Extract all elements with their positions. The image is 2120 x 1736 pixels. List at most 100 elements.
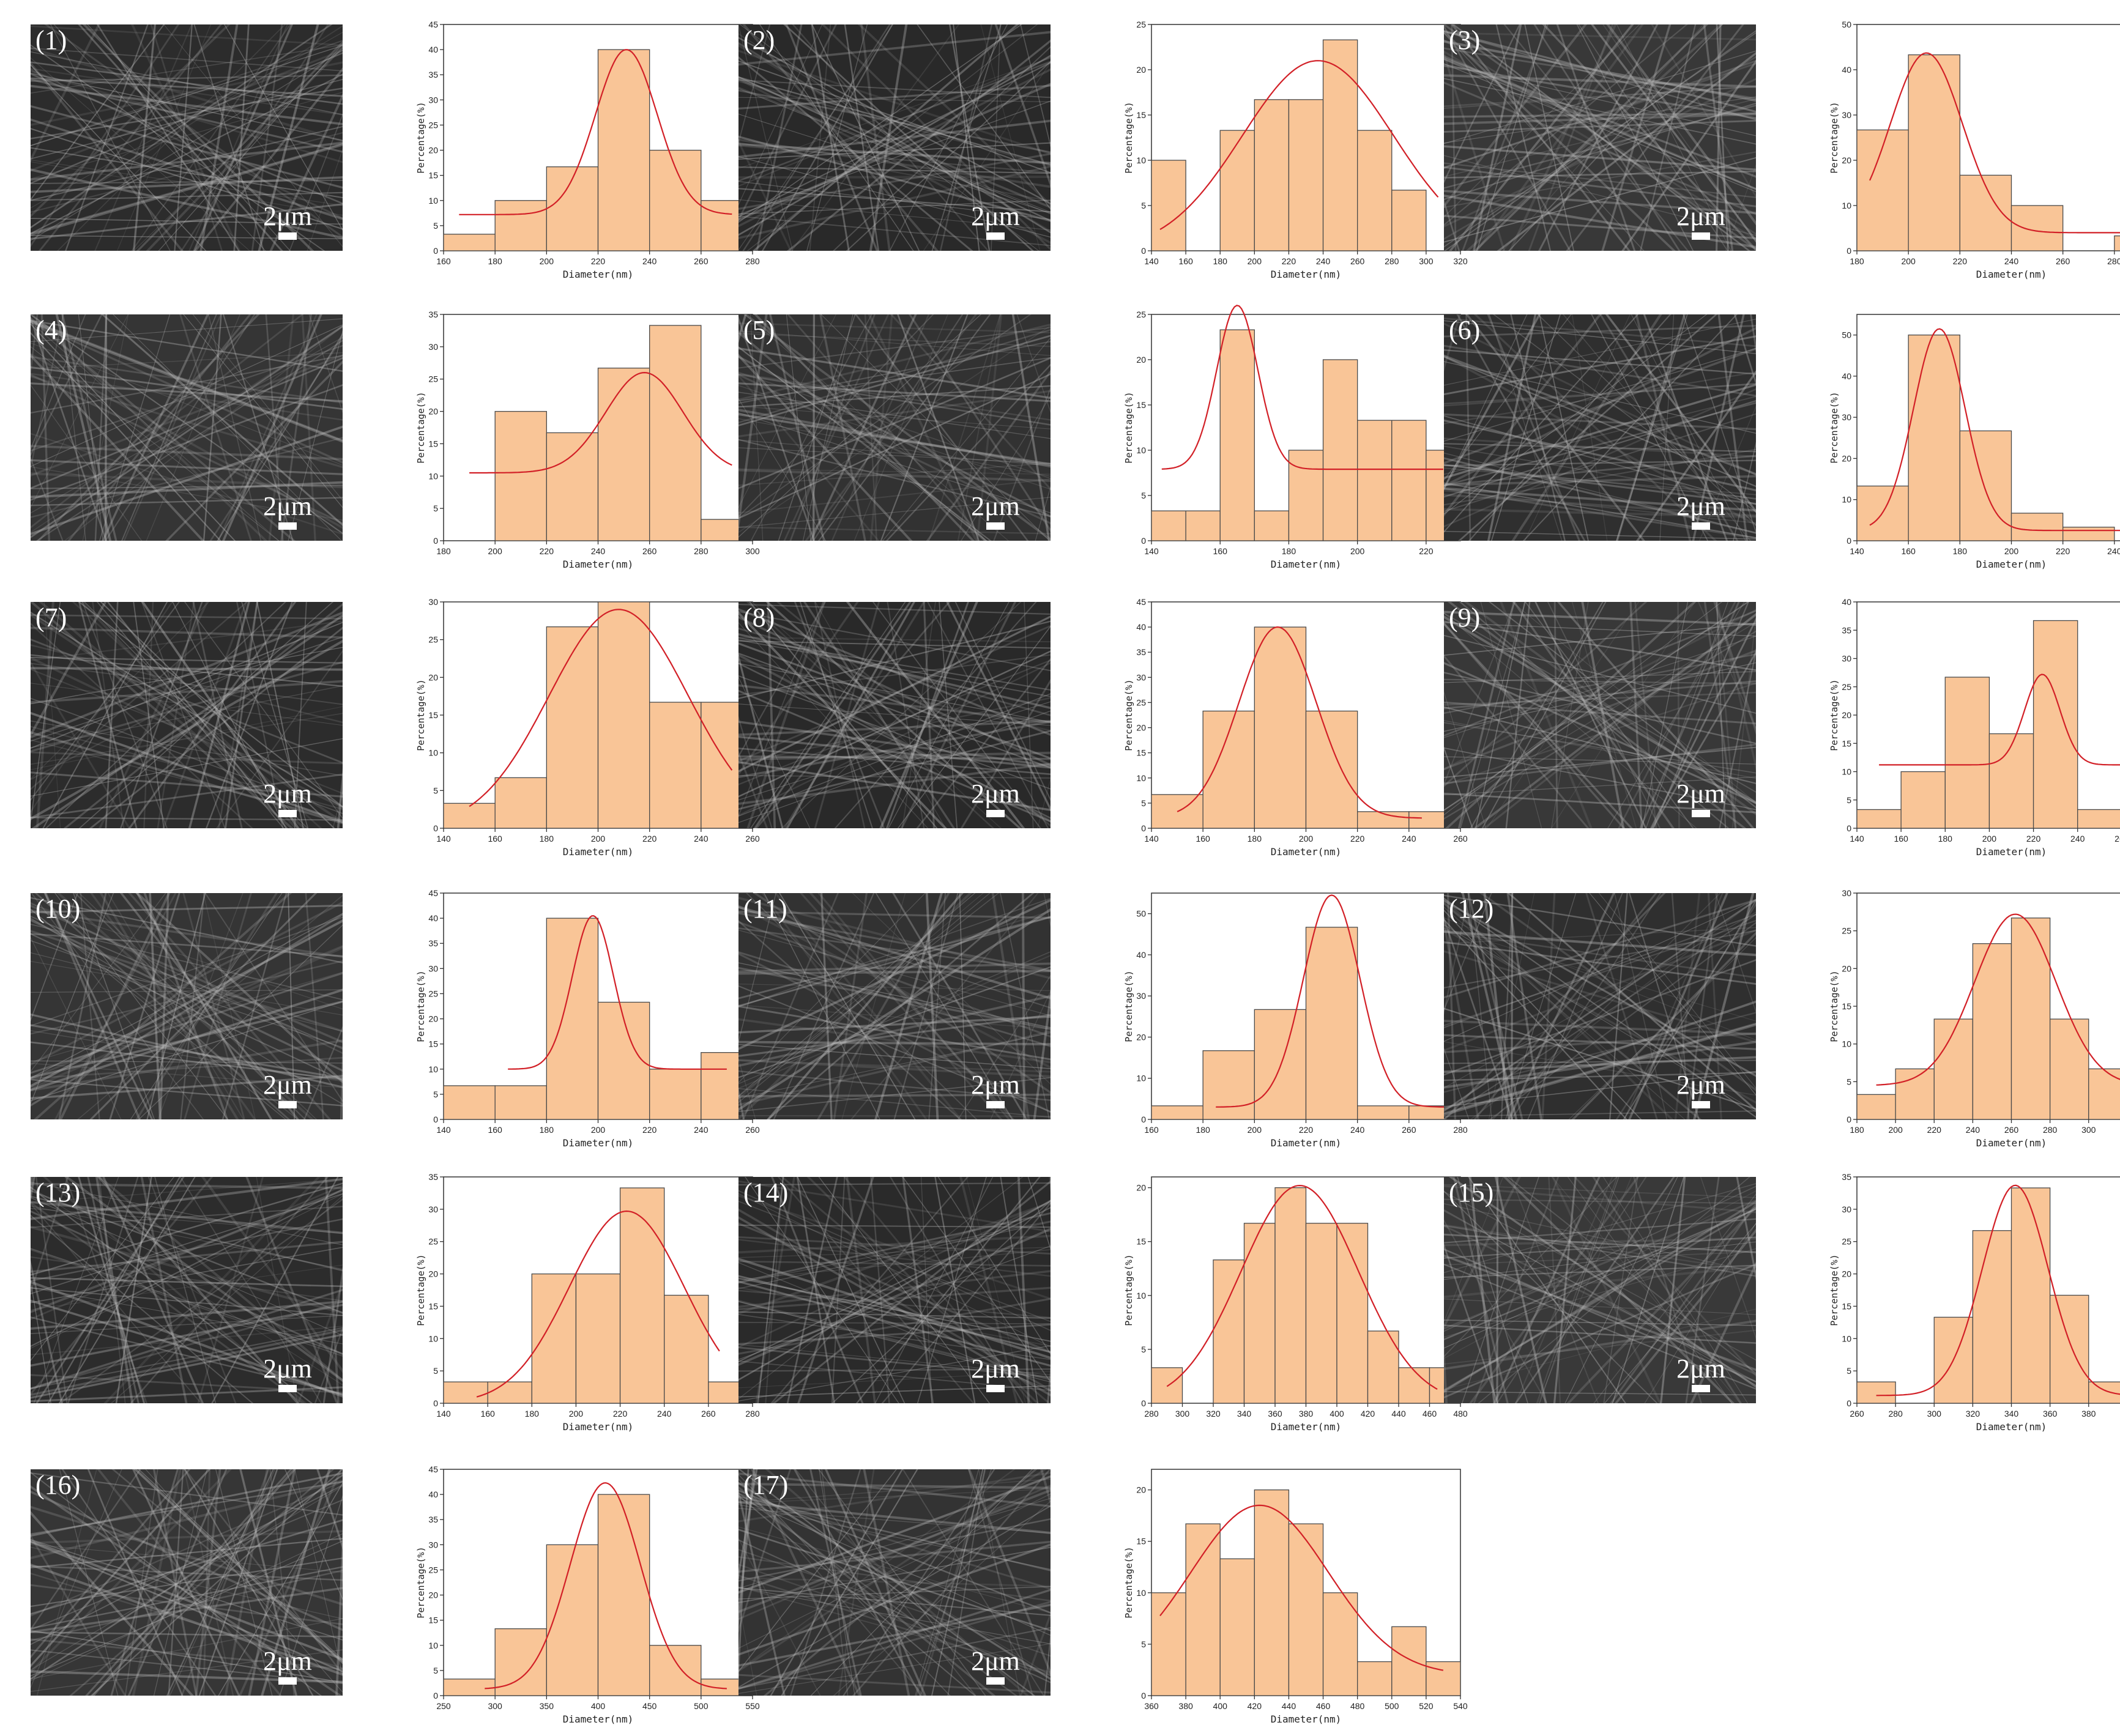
fibre <box>738 165 1051 240</box>
fibre <box>128 893 332 1119</box>
fibre <box>738 608 1051 736</box>
fibre <box>31 1041 343 1081</box>
fibre <box>1024 602 1034 828</box>
fibre <box>842 1469 995 1696</box>
fibre <box>1020 24 1051 148</box>
fibre <box>1468 1177 1496 1403</box>
fibre <box>738 603 1051 615</box>
fibre <box>854 314 948 541</box>
fibre <box>738 1005 1051 1061</box>
fibre <box>1444 56 1756 240</box>
fibre <box>738 87 1051 215</box>
fibre <box>1536 1177 1618 1403</box>
fibre <box>31 342 343 466</box>
fibre <box>738 1643 1051 1694</box>
fibre <box>39 602 307 828</box>
fibre <box>59 893 171 1119</box>
fibre <box>184 893 252 1119</box>
x-tick-label: 260 <box>642 546 657 556</box>
fibre <box>738 316 815 541</box>
fibre <box>31 147 343 199</box>
fibre <box>820 314 1050 541</box>
fibre <box>738 735 1051 769</box>
fibre <box>31 711 343 823</box>
fibre <box>959 893 967 1119</box>
fibre <box>332 790 343 828</box>
fibre <box>953 24 980 251</box>
y-tick-label: 5 <box>433 503 438 513</box>
y-tick-label: 15 <box>428 1615 438 1625</box>
fibre <box>1444 344 1756 397</box>
fibre <box>1568 937 1756 1119</box>
histogram-bar <box>1202 1050 1255 1120</box>
fibre <box>31 314 86 451</box>
fibre <box>738 747 1051 775</box>
fibre <box>222 314 322 541</box>
fibre <box>1538 24 1659 251</box>
fibre <box>172 602 286 828</box>
histogram-bar <box>1972 1230 2012 1404</box>
y-tick-label: 25 <box>428 635 438 645</box>
fibre <box>738 54 1051 236</box>
fibre <box>1602 24 1756 243</box>
fibre <box>738 675 1051 790</box>
fibre <box>1444 58 1756 190</box>
fibre <box>1444 314 1708 515</box>
fibre <box>31 24 333 229</box>
fibre <box>31 1469 232 1674</box>
fibre <box>1444 314 1541 491</box>
scale-bar-line <box>1692 522 1710 530</box>
y-tick-label: 30 <box>428 342 438 352</box>
fibre <box>888 602 1010 828</box>
fibre <box>82 24 314 251</box>
y-tick-label: 0 <box>433 823 438 833</box>
fibre <box>1444 1040 1756 1089</box>
fibre <box>78 314 103 541</box>
fibre <box>738 398 827 541</box>
y-tick-label: 5 <box>433 221 438 231</box>
fibre <box>61 1469 217 1696</box>
histogram-bar <box>1151 1592 1186 1696</box>
fibre <box>1444 78 1756 145</box>
fibre <box>31 1544 343 1573</box>
y-tick-label: 5 <box>1847 795 1851 805</box>
fibre <box>31 602 180 801</box>
fibre <box>99 314 171 541</box>
fibre <box>738 658 1051 732</box>
fibre <box>1444 487 1756 512</box>
fibre <box>31 1260 63 1403</box>
fibre <box>902 1177 1051 1383</box>
fibre <box>1444 57 1756 178</box>
scale-bar-label: 2μm <box>263 491 312 521</box>
histogram-bar <box>1305 710 1358 829</box>
fibre <box>1507 893 1756 1111</box>
sem-image: (8) 2μm <box>738 602 1051 828</box>
fibre <box>31 316 107 541</box>
fibre <box>761 893 928 1119</box>
fibre <box>1444 746 1756 778</box>
fibre <box>1444 746 1473 828</box>
fibre <box>1692 314 1745 541</box>
x-axis-title: Diameter(nm) <box>1271 269 1342 280</box>
fibre <box>1457 1177 1528 1403</box>
fibre <box>1444 314 1602 517</box>
y-tick-label: 30 <box>428 597 438 607</box>
fibre <box>31 1649 343 1685</box>
y-axis-title: Percentage(%) <box>1829 1254 1840 1326</box>
x-tick-label: 300 <box>1175 1409 1190 1419</box>
histogram-bar <box>494 1085 547 1120</box>
x-tick-label: 220 <box>591 256 606 266</box>
fibre <box>1506 893 1542 1119</box>
fibre <box>841 893 906 1119</box>
fibre <box>31 731 343 825</box>
y-tick-label: 10 <box>428 1334 438 1343</box>
fibre <box>1557 602 1755 828</box>
fibre <box>97 1177 300 1403</box>
fibre <box>31 353 343 529</box>
fibre <box>738 56 1051 187</box>
x-tick-label: 180 <box>1938 834 1953 844</box>
fibre <box>1528 24 1614 251</box>
fibre <box>147 1177 237 1403</box>
fibre <box>1444 610 1756 737</box>
fibre <box>1469 1177 1640 1403</box>
